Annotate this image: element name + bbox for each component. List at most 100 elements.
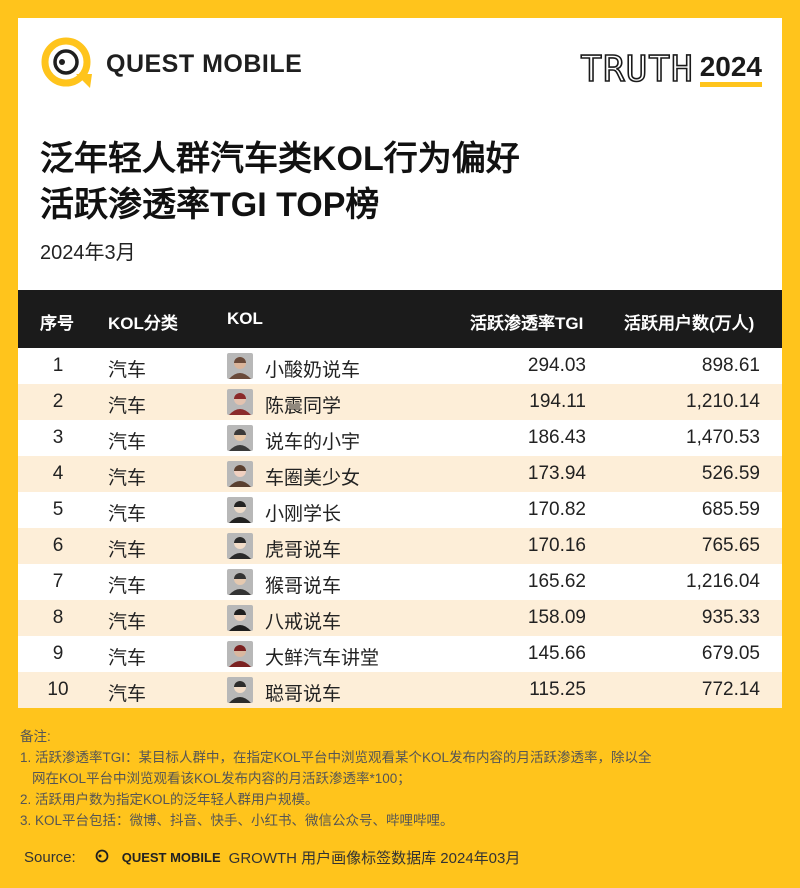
kol-avatar: [227, 605, 253, 631]
note-1: 1. 活跃渗透率TGI：某目标人群中，在指定KOL平台中浏览观看某个KOL发布内…: [20, 750, 652, 765]
brand-name: QUEST MOBILE: [106, 49, 303, 78]
kol-name-cell: 大鲜汽车讲堂: [265, 648, 380, 669]
tgi-cell: 186.43: [527, 427, 586, 448]
tgi-cell: 173.94: [527, 463, 586, 484]
users-cell: 679.05: [701, 643, 760, 664]
users-cell: 1,216.04: [686, 571, 760, 592]
header-tgi: 活跃渗透率TGI: [470, 314, 584, 333]
report-card: QUEST MOBILE TRUTH 2024 泛年轻人群汽车类KOL行为偏好 …: [18, 18, 782, 708]
truth-year: 2024: [699, 52, 762, 87]
users-cell: 935.33: [701, 607, 760, 628]
category-cell: 汽车: [108, 396, 147, 417]
users-cell: 765.65: [701, 535, 760, 556]
header-users: 活跃用户数(万人): [624, 314, 755, 333]
category-cell: 汽车: [108, 540, 147, 561]
table-row: 8 汽车 八戒说车 158.09 935.33: [18, 600, 782, 636]
rank-cell: 8: [52, 607, 64, 628]
truth-word: TRUTH: [580, 49, 694, 90]
header-kol: KOL: [227, 309, 263, 328]
kol-name-cell: 陈震同学: [265, 396, 342, 417]
rank-cell: 6: [52, 535, 64, 556]
notes-heading: 备注:: [20, 729, 51, 744]
table-row: 5 汽车 小刚学长 170.82 685.59: [18, 492, 782, 528]
category-cell: 汽车: [108, 432, 147, 453]
kol-avatar: [227, 569, 253, 595]
source-logo: QUEST MOBILE: [88, 842, 221, 872]
quest-mobile-logo-icon: [41, 37, 92, 88]
table-row: 7 汽车 猴哥说车 165.62 1,216.04: [18, 564, 782, 600]
title-line-1: 泛年轻人群汽车类KOL行为偏好: [40, 140, 520, 178]
tgi-cell: 115.25: [529, 679, 586, 700]
users-cell: 1,470.53: [686, 427, 760, 448]
tgi-cell: 158.09: [527, 607, 586, 628]
tgi-cell: 145.66: [527, 643, 586, 664]
kol-avatar: [227, 641, 253, 667]
source-line: Source: QUEST MOBILE GROWTH 用户画像标签数据库 20…: [24, 842, 520, 872]
title-line-2: 活跃渗透率TGI TOP榜: [40, 186, 380, 224]
rank-cell: 4: [52, 463, 64, 484]
report-date: 2024年3月: [40, 242, 136, 264]
category-cell: 汽车: [108, 612, 147, 633]
header-category: KOL分类: [108, 314, 178, 333]
category-cell: 汽车: [108, 504, 147, 525]
quest-mobile-small-logo-icon: [89, 843, 115, 869]
kol-name-cell: 八戒说车: [265, 612, 342, 633]
table-row: 6 汽车 虎哥说车 170.16 765.65: [18, 528, 782, 564]
kol-avatar: [227, 353, 253, 379]
users-cell: 898.61: [701, 355, 760, 376]
rank-cell: 1: [52, 355, 64, 376]
kol-avatar: [227, 497, 253, 523]
category-cell: 汽车: [108, 684, 147, 705]
source-logo-text: QUEST MOBILE: [121, 849, 221, 865]
kol-avatar: [227, 461, 253, 487]
kol-name-cell: 小刚学长: [265, 504, 342, 525]
tgi-cell: 170.82: [527, 499, 586, 520]
kol-avatar: [227, 389, 253, 415]
kol-avatar: [227, 677, 253, 703]
truth-badge: TRUTH 2024: [580, 49, 762, 90]
notes: 备注: 1. 活跃渗透率TGI：某目标人群中，在指定KOL平台中浏览观看某个KO…: [20, 726, 780, 831]
kol-avatar: [227, 533, 253, 559]
tgi-cell: 194.11: [529, 391, 586, 412]
kol-name-cell: 聪哥说车: [265, 684, 342, 705]
header-rank: 序号: [40, 314, 74, 333]
rank-cell: 10: [47, 679, 69, 700]
table-header: 序号 KOL分类 KOL 活跃渗透率TGI 活跃用户数(万人): [18, 290, 782, 348]
brand-logo: QUEST MOBILE: [38, 34, 302, 94]
users-cell: 772.14: [701, 679, 760, 700]
category-cell: 汽车: [108, 576, 147, 597]
kol-name-cell: 说车的小宇: [265, 432, 361, 453]
table-row: 10 汽车 聪哥说车 115.25 772.14: [18, 672, 782, 708]
table-row: 9 汽车 大鲜汽车讲堂 145.66 679.05: [18, 636, 782, 672]
kol-avatar: [227, 425, 253, 451]
note-2: 2. 活跃用户数为指定KOL的泛年轻人群用户规模。: [20, 792, 319, 807]
users-cell: 526.59: [701, 463, 760, 484]
category-cell: 汽车: [108, 360, 147, 381]
table-row: 4 汽车 车圈美少女 173.94 526.59: [18, 456, 782, 492]
note-3: 3. KOL平台包括：微博、抖音、快手、小红书、微信公众号、哔哩哔哩。: [20, 813, 454, 828]
table-row: 2 汽车 陈震同学 194.11 1,210.14: [18, 384, 782, 420]
rank-cell: 5: [52, 499, 64, 520]
table-row: 3 汽车 说车的小宇 186.43 1,470.53: [18, 420, 782, 456]
kol-name-cell: 猴哥说车: [265, 576, 342, 597]
page-title: 泛年轻人群汽车类KOL行为偏好 活跃渗透率TGI TOP榜: [40, 136, 520, 228]
source-label: Source:: [24, 848, 76, 866]
table-row: 1 汽车 小酸奶说车 294.03 898.61: [18, 348, 782, 384]
kol-name-cell: 小酸奶说车: [265, 360, 361, 381]
table-body: 1 汽车 小酸奶说车 294.03 898.61 2 汽车 陈震同学 194.11 1,210.1…: [18, 348, 782, 708]
category-cell: 汽车: [108, 648, 147, 669]
rank-cell: 9: [52, 643, 64, 664]
kol-name-cell: 虎哥说车: [265, 540, 342, 561]
note-1-continued: 网在KOL平台中浏览观看该KOL发布内容的月活跃渗透率*100；: [32, 771, 411, 786]
rank-cell: 7: [52, 571, 64, 592]
users-cell: 1,210.14: [686, 391, 760, 412]
rank-cell: 2: [52, 391, 64, 412]
kol-name-cell: 车圈美少女: [265, 468, 361, 489]
rank-cell: 3: [52, 427, 64, 448]
tgi-cell: 294.03: [527, 355, 586, 376]
users-cell: 685.59: [701, 499, 760, 520]
tgi-cell: 170.16: [527, 535, 586, 556]
source-text: GROWTH 用户画像标签数据库 2024年03月: [228, 849, 521, 867]
tgi-cell: 165.62: [527, 571, 586, 592]
category-cell: 汽车: [108, 468, 147, 489]
